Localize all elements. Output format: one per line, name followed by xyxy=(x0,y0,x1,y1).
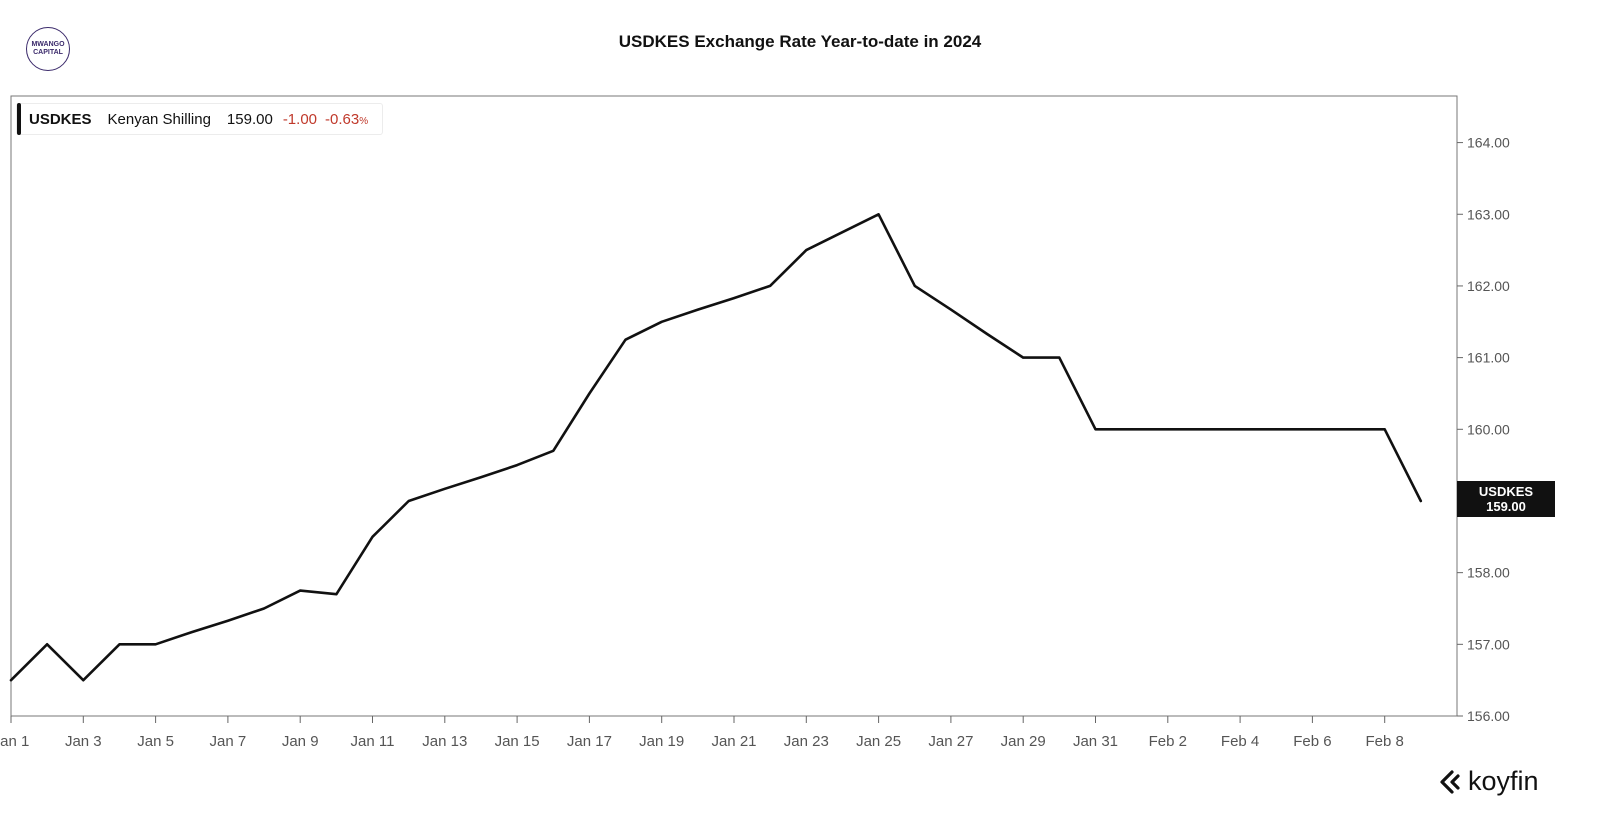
logo-text: MWANGO CAPITAL xyxy=(31,41,65,56)
data-point xyxy=(516,464,519,467)
mwango-capital-logo: MWANGO CAPITAL xyxy=(26,27,70,71)
chart-title: USDKES Exchange Rate Year-to-date in 202… xyxy=(618,32,982,51)
data-point xyxy=(118,643,121,646)
data-point xyxy=(226,619,229,622)
data-point xyxy=(624,338,627,341)
legend-change-pct: -0.63% xyxy=(325,111,368,128)
y-tick-label: 164.00 xyxy=(1467,135,1510,151)
data-point xyxy=(190,631,193,634)
legend-change-pct-value: -0.63 xyxy=(325,110,360,128)
data-point xyxy=(805,249,808,252)
x-tick-label: Jan 13 xyxy=(422,733,467,750)
data-point xyxy=(696,308,699,311)
x-tick-label: Jan 3 xyxy=(65,733,102,750)
legend-change: -1.00 xyxy=(282,110,318,128)
data-point xyxy=(1239,428,1242,431)
koyfin-brand: koyfin xyxy=(1438,766,1539,797)
x-tick-label: Jan 11 xyxy=(351,733,395,750)
data-point xyxy=(552,449,555,452)
y-axis: 156.00157.00158.00159.00160.00161.00162.… xyxy=(1457,135,1510,724)
data-point xyxy=(1383,428,1386,431)
x-axis: Jan 1 Jan 3 Jan 5 Jan 7 Jan 9 Jan 11 Jan 13 Jan… xyxy=(0,716,1404,750)
x-tick-label: Jan 9 xyxy=(282,733,319,750)
legend-name: Kenyan Shilling xyxy=(107,110,211,128)
x-tick-label: Jan 7 xyxy=(210,733,247,750)
data-point xyxy=(1166,428,1169,431)
data-point xyxy=(733,297,735,300)
x-tick-label: Jan 1 xyxy=(0,733,29,750)
data-point xyxy=(263,607,265,610)
x-tick-label: Jan 29 xyxy=(1001,733,1046,750)
last-value: 159.00 xyxy=(1486,499,1526,514)
data-point xyxy=(1311,428,1314,431)
data-point xyxy=(1347,428,1350,431)
data-point xyxy=(841,231,844,234)
data-point xyxy=(371,535,374,538)
legend-price: 159.00 xyxy=(226,110,273,128)
data-point xyxy=(82,679,85,682)
data-point xyxy=(10,679,12,682)
x-tick-label: Feb 2 xyxy=(1149,733,1187,750)
x-tick-label: Jan 21 xyxy=(711,733,756,750)
data-point xyxy=(1058,356,1061,359)
x-tick-label: Feb 6 xyxy=(1293,733,1331,750)
data-point xyxy=(986,333,989,335)
data-point xyxy=(1022,356,1025,359)
y-tick-label: 161.00 xyxy=(1467,350,1510,366)
data-point xyxy=(46,643,49,646)
koyfin-logo-icon xyxy=(1440,769,1460,794)
x-tick-label: Jan 17 xyxy=(567,733,612,750)
y-tick-label: 157.00 xyxy=(1467,636,1510,652)
data-point xyxy=(660,320,663,323)
data-point xyxy=(1275,428,1278,431)
data-point xyxy=(335,593,338,596)
y-tick-label: 160.00 xyxy=(1467,421,1510,437)
x-tick-label: Jan 23 xyxy=(784,733,829,750)
data-point xyxy=(479,476,482,479)
data-point xyxy=(877,213,880,216)
legend[interactable]: USDKES Kenyan Shilling 159.00 -1.00 -0.6… xyxy=(16,103,384,135)
x-tick-label: Jan 15 xyxy=(495,733,540,750)
y-tick-label: 163.00 xyxy=(1467,206,1510,222)
data-point xyxy=(154,643,157,646)
x-tick-label: Feb 8 xyxy=(1366,733,1404,750)
plot-frame xyxy=(10,95,1458,717)
y-tick-label: 158.00 xyxy=(1467,565,1510,581)
data-point xyxy=(913,284,916,287)
data-point xyxy=(1419,500,1422,502)
legend-symbol: USDKES xyxy=(29,110,92,128)
x-tick-label: Jan 31 xyxy=(1073,733,1118,750)
legend-pct-sign: % xyxy=(359,115,369,127)
x-tick-label: Jan 27 xyxy=(928,733,973,750)
y-tick-label: 156.00 xyxy=(1467,708,1510,724)
series-line-usdkes xyxy=(9,213,1423,682)
data-point xyxy=(588,392,591,395)
x-tick-label: Jan 5 xyxy=(137,733,174,750)
data-point xyxy=(407,500,410,502)
plot-border xyxy=(10,95,1458,717)
x-tick-label: Feb 4 xyxy=(1221,733,1259,750)
x-tick-label: Jan 25 xyxy=(856,733,901,750)
data-point xyxy=(299,589,302,592)
legend-swatch xyxy=(17,103,21,135)
x-tick-label: Jan 19 xyxy=(639,733,684,750)
series-layer xyxy=(9,213,1423,682)
data-point xyxy=(1203,428,1205,431)
data-point xyxy=(443,487,446,490)
data-point xyxy=(1094,428,1097,431)
y-tick-label: 162.00 xyxy=(1467,278,1510,294)
brand-name: koyfin xyxy=(1468,766,1539,796)
last-value-badge: USDKES 159.00 xyxy=(1457,481,1555,517)
data-point xyxy=(1130,428,1133,431)
last-value-symbol: USDKES xyxy=(1478,484,1534,499)
data-point xyxy=(949,308,952,311)
data-point xyxy=(769,284,772,287)
